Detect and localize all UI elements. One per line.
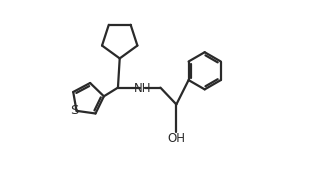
Text: OH: OH xyxy=(167,132,185,145)
Text: NH: NH xyxy=(134,82,151,95)
Text: S: S xyxy=(70,104,79,117)
